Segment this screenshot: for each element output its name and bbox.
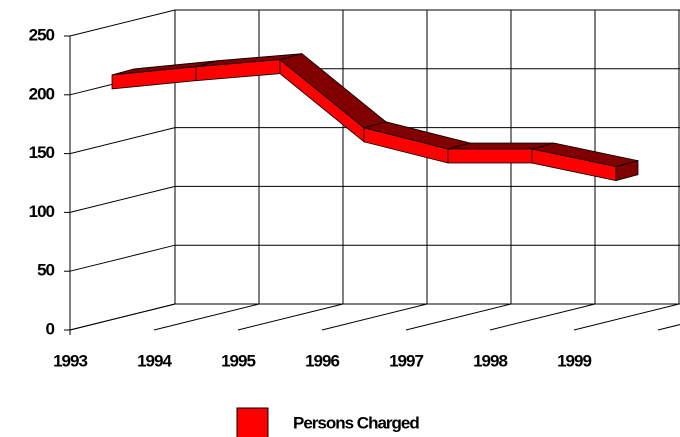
legend-swatch	[236, 407, 269, 437]
floor-line	[489, 303, 596, 331]
x-tick-label: 1999	[557, 351, 591, 370]
ribbon-end	[615, 160, 639, 182]
y-tick-label: 250	[29, 25, 55, 44]
grid-line	[69, 185, 176, 213]
grid-line	[69, 127, 176, 155]
ribbon-front	[447, 148, 533, 164]
floor-line	[405, 303, 512, 331]
grid-line	[69, 303, 176, 331]
y-tick-label: 100	[29, 202, 55, 221]
floor-line	[573, 303, 680, 331]
floor-line	[321, 303, 428, 331]
x-tick-label: 1995	[221, 351, 255, 370]
y-tick-label: 0	[46, 319, 55, 338]
x-tick-label: 1997	[389, 351, 423, 370]
floor-line	[657, 324, 680, 331]
legend-label: Persons Charged	[293, 413, 419, 432]
x-tick-label: 1993	[53, 351, 87, 370]
grid-line	[69, 9, 176, 37]
y-tick-label: 200	[29, 84, 55, 103]
x-tick-label: 1994	[137, 351, 172, 370]
x-tick-label: 1996	[305, 351, 339, 370]
grid-line	[69, 244, 176, 272]
y-tick-label: 50	[37, 261, 54, 280]
x-tick-label: 1998	[473, 351, 507, 370]
floor-line	[153, 303, 260, 331]
y-tick-label: 150	[29, 143, 55, 162]
floor-line	[237, 303, 344, 331]
